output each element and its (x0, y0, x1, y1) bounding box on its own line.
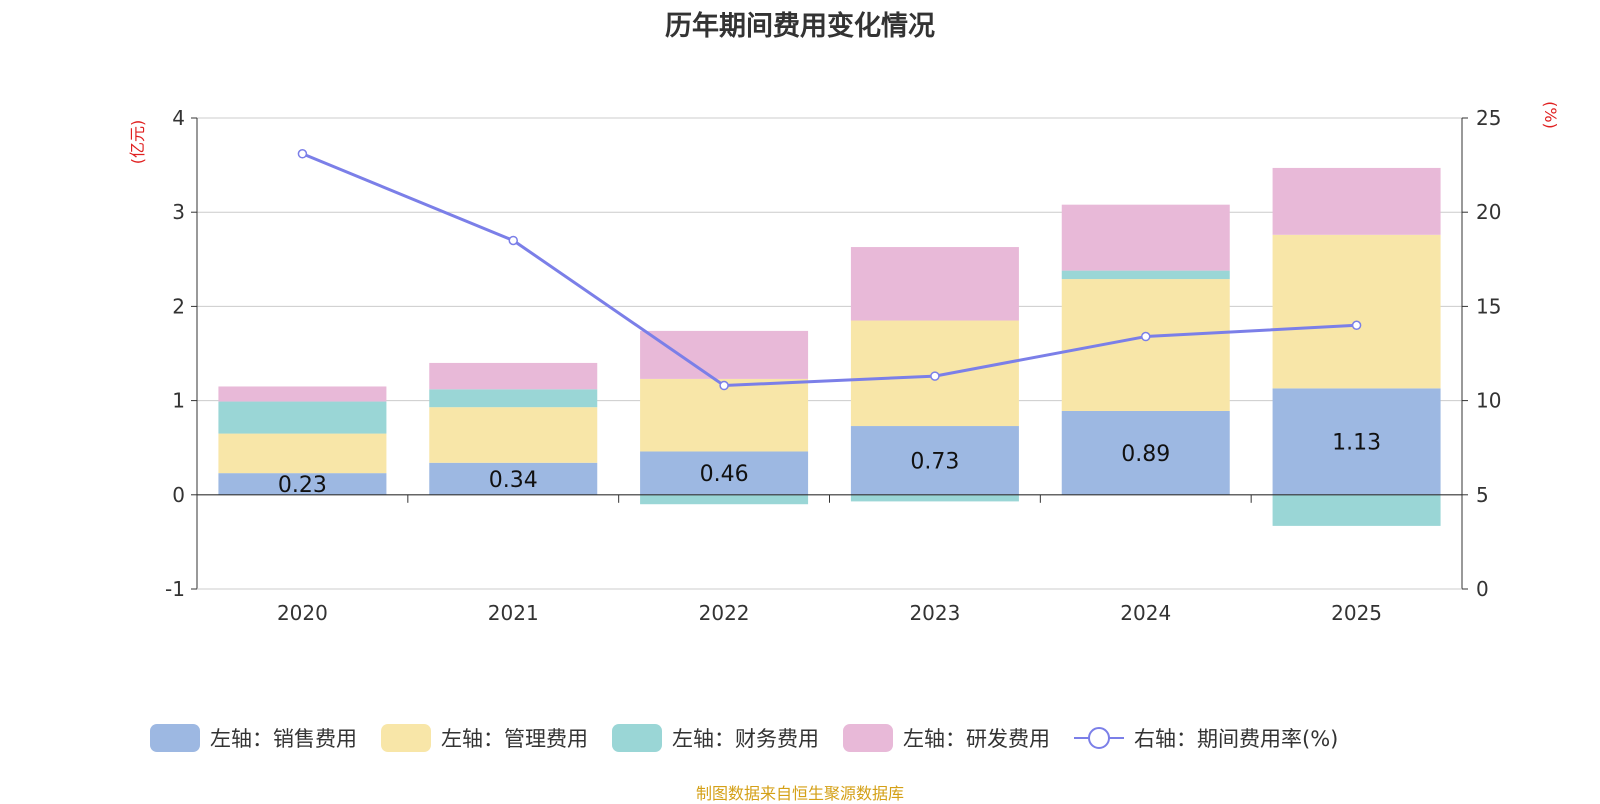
bar-admin-2021 (429, 407, 598, 463)
bar-admin-2020 (218, 433, 387, 474)
left-axis-tick-label: -1 (165, 577, 185, 601)
bar-admin-2024 (1061, 279, 1230, 411)
bar-admin-2022 (640, 378, 809, 452)
right-axis-unit-label: (%) (1541, 101, 1560, 129)
right-axis-tick-label: 25 (1476, 106, 1501, 130)
left-axis-tick-label: 4 (172, 106, 185, 130)
left-axis-tick-label: 1 (172, 389, 185, 413)
left-axis-tick-label: 2 (172, 294, 185, 318)
bar-finance-2020 (218, 401, 387, 434)
x-axis-label-2024: 2024 (1120, 601, 1171, 625)
legend-swatch-sales (150, 724, 200, 752)
data-label-sales-2024: 0.89 (1121, 442, 1170, 467)
data-label-sales-2021: 0.34 (489, 468, 538, 493)
right-axis-tick-label: 10 (1476, 389, 1501, 413)
legend-item-expense-rate[interactable]: 右轴：期间费用率(%) (1074, 723, 1338, 753)
legend-line-marker-icon (1074, 724, 1124, 752)
bar-rnd-2020 (218, 386, 387, 402)
bar-sales-2021 (429, 462, 598, 495)
expense-rate-point-2020 (297, 149, 308, 159)
legend-item-rnd[interactable]: 左轴：研发费用 (843, 723, 1050, 753)
bar-rnd-2024 (1061, 204, 1230, 271)
bar-sales-2020 (218, 473, 387, 495)
legend-item-admin[interactable]: 左轴：管理费用 (381, 723, 588, 753)
expense-rate-point-2021 (508, 235, 518, 246)
expense-rate-point-2025 (1351, 320, 1362, 330)
legend-label-expense-rate: 右轴：期间费用率(%) (1134, 727, 1339, 751)
bar-rnd-2025 (1272, 167, 1441, 235)
x-axis-label-2022: 2022 (699, 601, 750, 625)
expense-rate-line (301, 152, 1357, 388)
data-label-sales-2025: 1.13 (1332, 431, 1381, 456)
bar-finance-2023 (850, 494, 1019, 502)
x-axis-label-2025: 2025 (1331, 601, 1382, 625)
legend-swatch-admin (381, 724, 431, 752)
bar-rnd-2021 (429, 362, 598, 390)
data-label-sales-2020: 0.23 (278, 473, 327, 498)
chart-title: 历年期间费用变化情况 (665, 11, 935, 42)
expense-rate-point-2023 (930, 371, 940, 381)
data-source-footer: 制图数据来自恒生聚源数据库 (695, 784, 904, 803)
legend-label-admin: 左轴：管理费用 (441, 727, 588, 751)
legend-item-sales[interactable]: 左轴：销售费用 (150, 723, 357, 753)
legend-swatch-finance (612, 724, 662, 752)
left-axis-unit-label: (亿元) (128, 120, 147, 165)
right-axis-tick-label: 0 (1476, 577, 1489, 601)
data-label-sales-2023: 0.73 (910, 449, 959, 474)
bar-sales-2022 (640, 451, 809, 495)
left-axis-tick-label: 0 (172, 483, 185, 507)
legend-label-sales: 左轴：销售费用 (210, 727, 357, 751)
bar-sales-2023 (850, 426, 1019, 495)
bar-sales-2025 (1272, 388, 1441, 495)
bar-sales-2024 (1061, 410, 1230, 495)
right-axis-tick-label: 15 (1476, 294, 1501, 318)
expense-rate-point-2022 (719, 380, 729, 391)
legend-swatch-rnd (843, 724, 893, 752)
left-axis-tick-label: 3 (172, 200, 185, 224)
bar-finance-2024 (1061, 270, 1230, 280)
bar-rnd-2022 (640, 330, 809, 379)
bar-finance-2025 (1272, 494, 1441, 526)
legend-item-finance[interactable]: 左轴：财务费用 (612, 723, 819, 753)
right-axis-tick-label: 5 (1476, 483, 1489, 507)
bar-admin-2025 (1272, 234, 1441, 389)
bar-rnd-2023 (850, 247, 1019, 321)
right-axis-tick-label: 20 (1476, 200, 1501, 224)
data-label-sales-2022: 0.46 (700, 462, 749, 487)
x-axis-label-2020: 2020 (277, 601, 328, 625)
bar-finance-2022 (640, 494, 809, 505)
x-axis-label-2021: 2021 (488, 601, 539, 625)
bar-finance-2021 (429, 389, 598, 408)
legend-label-rnd: 左轴：研发费用 (903, 727, 1050, 751)
legend: 左轴：销售费用 左轴：管理费用 左轴：财务费用 左轴：研发费用 右轴：期间费用率… (150, 718, 1362, 758)
x-axis-label-2023: 2023 (909, 601, 960, 625)
expense-rate-point-2024 (1141, 331, 1151, 342)
legend-label-finance: 左轴：财务费用 (672, 727, 819, 751)
